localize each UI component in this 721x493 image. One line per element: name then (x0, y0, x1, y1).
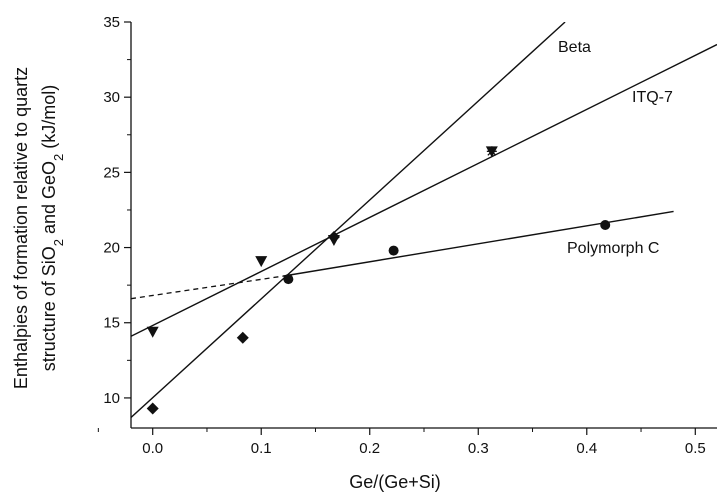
y-axis-label-subscript: 2 (51, 239, 66, 246)
x-tick-label: 0.1 (251, 440, 272, 457)
y-tick-label: 20 (103, 240, 120, 257)
series-lines (131, 22, 717, 418)
series-labels: Beta ITQ-7 Polymorph C (558, 39, 673, 257)
beta-point (236, 331, 249, 344)
x-tick-label: 0.3 (468, 440, 489, 457)
polymorph-c-extrapolation-line (131, 275, 284, 300)
y-tick-label: 30 (103, 89, 120, 106)
beta-label: Beta (558, 39, 591, 56)
itq-7-point (146, 326, 159, 338)
y-axis-label-part: (kJ/mol) (39, 85, 59, 154)
x-axis-label: Ge/(Ge+Si) (349, 472, 441, 492)
beta-fit-line (131, 22, 566, 418)
itq-7-label: ITQ-7 (632, 89, 673, 106)
itq-7-fit-line (131, 43, 717, 337)
y-tick-label: 35 (103, 14, 120, 31)
y-tick-label: 15 (103, 315, 120, 332)
y-axis-label-part: and GeO (39, 161, 59, 239)
x-tick-label: 0.0 (142, 440, 163, 457)
y-axis-label-line1: Enthalpies of formation relative to quar… (11, 67, 31, 389)
y-axis-label-part: structure of SiO (39, 246, 59, 371)
series-points (146, 146, 611, 415)
y-tick-label: 25 (103, 164, 120, 181)
y-tick-label: 10 (103, 390, 120, 407)
itq-7-point (255, 256, 268, 268)
beta-point (146, 402, 159, 415)
plot-axes (130, 22, 717, 429)
polymorph-c-point (600, 220, 611, 230)
polymorph-c-point (388, 245, 399, 256)
x-tick-label: 0.5 (685, 440, 706, 457)
y-axis-label-line2: structure of SiO2 and GeO2 (kJ/mol) (39, 85, 66, 372)
polymorph-c-point (283, 274, 294, 285)
itq-7-asterisk-marker (486, 146, 497, 157)
asterisk-stroke (487, 146, 497, 156)
x-ticks: 0.0 0.1 0.2 0.3 0.4 0.5 (97, 428, 706, 457)
x-tick-label: 0.2 (359, 440, 380, 457)
itq-7-point (327, 235, 340, 247)
y-ticks: 10 15 20 25 30 35 (103, 14, 131, 407)
polymorph-c-label: Polymorph C (567, 240, 659, 257)
x-tick-label: 0.4 (576, 440, 597, 457)
y-axis-label-subscript: 2 (51, 154, 66, 161)
